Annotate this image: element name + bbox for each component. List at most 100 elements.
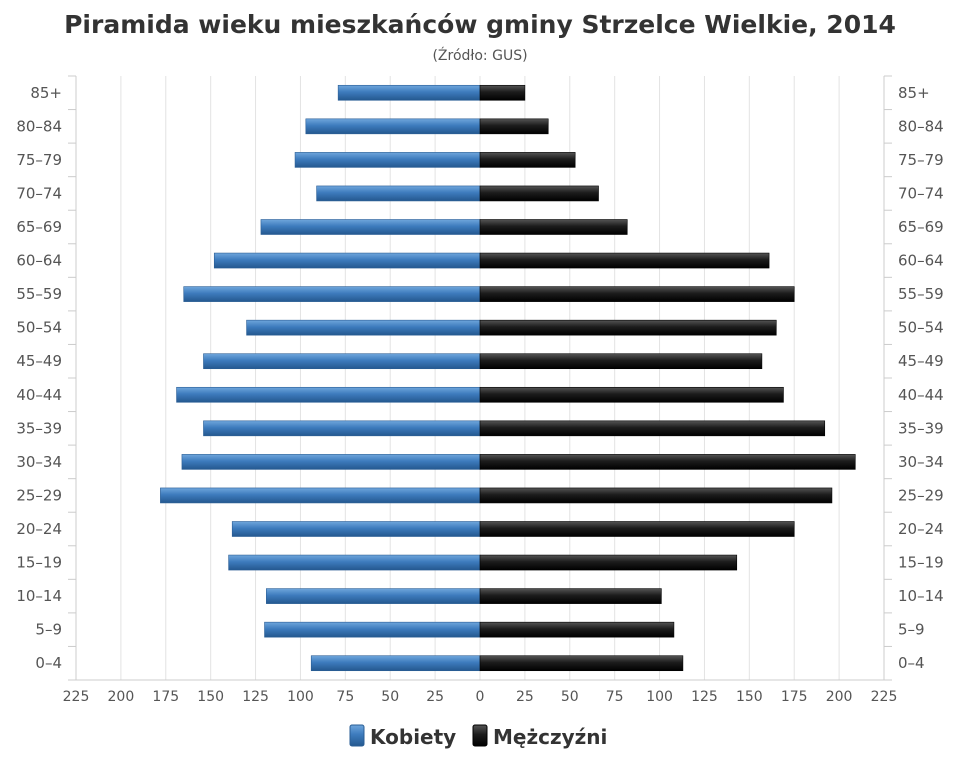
bar-mezczyzni[interactable]	[479, 554, 738, 571]
bar-mezczyzni[interactable]	[479, 219, 628, 235]
bar-mezczyzni[interactable]	[479, 286, 795, 302]
category-label: 45–49	[16, 352, 62, 370]
legend-item-mezczyzni[interactable]: Mężczyźni	[472, 724, 607, 749]
x-tick-label: 0	[476, 689, 485, 705]
category-label: 15–19	[16, 554, 62, 572]
category-label: 10–14	[16, 587, 62, 605]
x-tick-label: 100	[287, 689, 314, 705]
category-label: 25–29	[898, 486, 944, 504]
bar-mezczyzni[interactable]	[479, 386, 784, 403]
bar-mezczyzni[interactable]	[479, 152, 576, 168]
bar-kobiety[interactable]	[246, 319, 481, 336]
x-tick-label: 225	[871, 689, 898, 705]
bar-mezczyzni[interactable]	[479, 420, 826, 437]
x-tick-label: 200	[108, 689, 135, 705]
category-label: 70–74	[898, 184, 944, 202]
x-tick-label: 50	[561, 689, 579, 705]
x-tick-label: 150	[736, 689, 763, 705]
category-label: 60–64	[898, 252, 944, 270]
x-tick-label: 75	[606, 689, 624, 705]
chart-subtitle: (Źródło: GUS)	[432, 46, 527, 64]
x-tick-label: 75	[336, 689, 354, 705]
bar-kobiety[interactable]	[231, 521, 481, 537]
x-tick-label: 125	[691, 689, 718, 705]
category-label: 0–4	[35, 654, 62, 672]
bar-kobiety[interactable]	[181, 454, 481, 470]
category-label: 50–54	[898, 319, 944, 337]
x-tick-label: 125	[242, 689, 269, 705]
bar-kobiety[interactable]	[305, 118, 481, 135]
category-label: 75–79	[16, 151, 62, 169]
x-tick-label: 175	[781, 689, 808, 705]
x-tick-label: 225	[63, 689, 90, 705]
bar-kobiety[interactable]	[337, 84, 481, 101]
category-label: 5–9	[35, 621, 62, 639]
category-label: 55–59	[16, 285, 62, 303]
bars	[160, 84, 856, 672]
bar-mezczyzni[interactable]	[479, 118, 549, 135]
category-label: 40–44	[898, 386, 944, 404]
category-label: 55–59	[898, 285, 944, 303]
category-label: 80–84	[16, 117, 62, 135]
category-label: 5–9	[898, 621, 925, 639]
bar-mezczyzni[interactable]	[479, 655, 684, 672]
x-tick-label: 25	[516, 689, 534, 705]
x-tick-label: 100	[646, 689, 673, 705]
bar-kobiety[interactable]	[294, 152, 481, 168]
category-label: 50–54	[16, 319, 62, 337]
category-label: 65–69	[898, 218, 944, 236]
bar-mezczyzni[interactable]	[479, 588, 662, 604]
legend: Kobiety Mężczyźni	[349, 724, 607, 749]
category-label: 35–39	[898, 419, 944, 437]
bar-mezczyzni[interactable]	[479, 252, 770, 269]
legend-label-mezczyzni: Mężczyźni	[493, 725, 607, 749]
category-label: 80–84	[898, 117, 944, 135]
bar-kobiety[interactable]	[203, 420, 481, 437]
bar-kobiety[interactable]	[213, 252, 481, 269]
legend-swatch-kobiety	[349, 724, 365, 747]
bar-kobiety[interactable]	[316, 185, 481, 202]
x-tick-label: 50	[381, 689, 399, 705]
chart-title: Piramida wieku mieszkańców gminy Strzelc…	[64, 10, 896, 39]
bar-kobiety[interactable]	[260, 219, 481, 235]
bar-kobiety[interactable]	[203, 353, 481, 370]
x-tick-label: 25	[426, 689, 444, 705]
bar-mezczyzni[interactable]	[479, 84, 526, 101]
category-label: 30–34	[16, 453, 62, 471]
bar-mezczyzni[interactable]	[479, 319, 777, 336]
category-label: 85+	[30, 84, 62, 102]
x-axis-tick-labels: 225 200 175 150 125 100 75 50 25 0 25 50 75 100 125 150…	[63, 689, 898, 705]
x-tick-label: 150	[197, 689, 224, 705]
category-label: 10–14	[898, 587, 944, 605]
category-label: 70–74	[16, 184, 62, 202]
bar-kobiety[interactable]	[310, 655, 481, 672]
bar-kobiety[interactable]	[266, 588, 481, 604]
category-label: 15–19	[898, 554, 944, 572]
category-label: 75–79	[898, 151, 944, 169]
bar-kobiety[interactable]	[264, 621, 481, 638]
category-label: 30–34	[898, 453, 944, 471]
gridlines	[68, 75, 892, 681]
category-label: 65–69	[16, 218, 62, 236]
legend-item-kobiety[interactable]: Kobiety	[349, 724, 456, 749]
legend-swatch-mezczyzni	[472, 724, 488, 747]
bar-kobiety[interactable]	[228, 554, 481, 571]
x-tick-label: 175	[152, 689, 179, 705]
category-label: 0–4	[898, 654, 925, 672]
category-label: 20–24	[898, 520, 944, 538]
bar-mezczyzni[interactable]	[479, 521, 795, 537]
bar-mezczyzni[interactable]	[479, 185, 599, 202]
category-label: 45–49	[898, 352, 944, 370]
bar-kobiety[interactable]	[160, 487, 481, 504]
bar-mezczyzni[interactable]	[479, 353, 763, 370]
category-labels-left: 0–4 5–9 10–14 15–19 20–24 25–29 30–34 35–39 40–4…	[16, 84, 62, 672]
category-label: 60–64	[16, 252, 62, 270]
bar-kobiety[interactable]	[183, 286, 481, 302]
category-label: 85+	[898, 84, 930, 102]
bar-mezczyzni[interactable]	[479, 621, 675, 638]
bar-kobiety[interactable]	[176, 386, 481, 403]
bar-mezczyzni[interactable]	[479, 487, 833, 504]
category-label: 20–24	[16, 520, 62, 538]
bar-mezczyzni[interactable]	[479, 454, 856, 470]
